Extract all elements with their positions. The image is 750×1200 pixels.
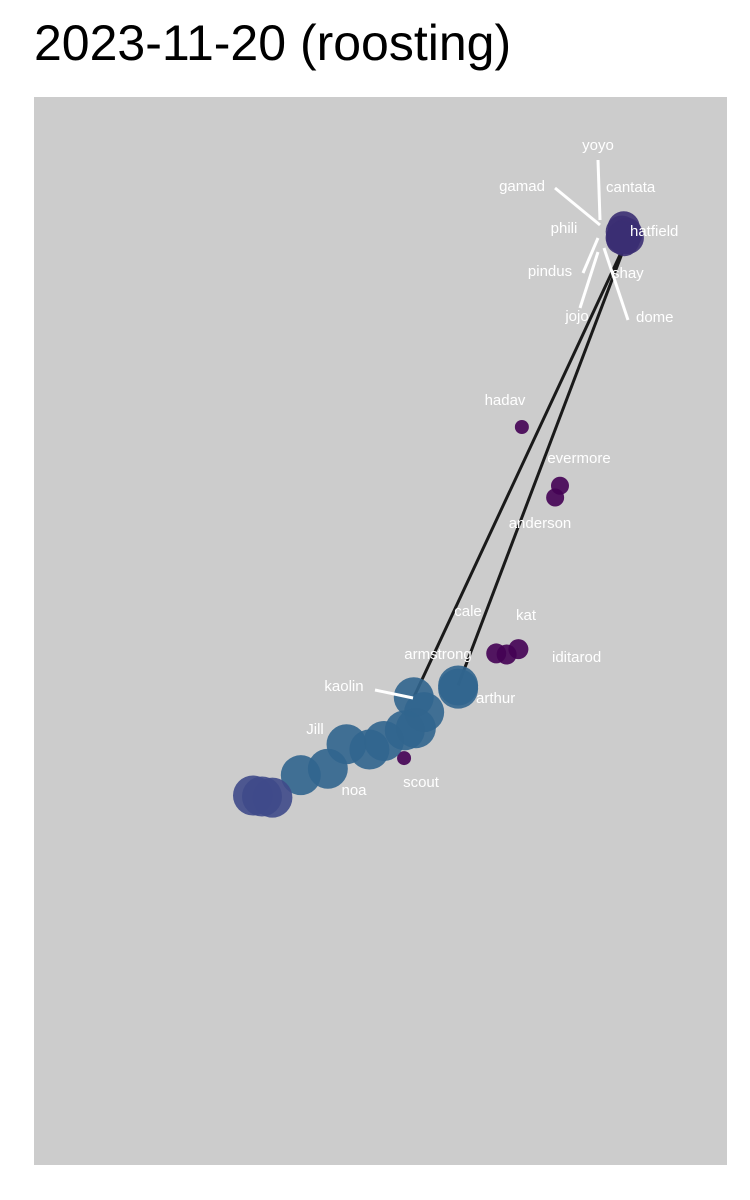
point-label-dome: dome [636, 309, 674, 326]
point-label-cale: cale [454, 603, 482, 620]
point-label-iditarod: iditarod [552, 649, 601, 666]
point-label-hadav: hadav [485, 392, 526, 409]
data-point-scout [397, 751, 412, 766]
leader-line-yoyo [596, 159, 602, 221]
point-label-kaolin: kaolin [324, 678, 363, 695]
leader-line-pindus [581, 237, 600, 274]
point-label-shay: shay [612, 265, 644, 282]
chart-title: 2023-11-20 (roosting) [34, 15, 512, 71]
point-label-pindus: pindus [528, 263, 572, 280]
point-label-cantata: cantata [606, 179, 656, 196]
point-label-evermore: evermore [547, 450, 610, 467]
data-point-iditarod [496, 644, 517, 665]
point-label-hatfield: hatfield [630, 223, 678, 240]
data-point-hadav [514, 420, 529, 435]
point-label-kat: kat [516, 607, 537, 624]
point-label-noa: noa [341, 782, 367, 799]
data-point-unlabeled-29 [241, 776, 282, 817]
data-point-anderson [546, 488, 565, 507]
point-label-jojo: jojo [564, 308, 588, 325]
plot-panel [34, 97, 727, 1165]
leader-line-jojo [578, 251, 600, 309]
leader-line-dome [602, 247, 630, 321]
point-label-scout: scout [403, 774, 440, 791]
data-point-unlabeled-26 [280, 755, 321, 796]
link-layer [412, 237, 630, 698]
point-label-yoyo: yoyo [582, 137, 614, 154]
point-label-armstrong: armstrong [404, 646, 472, 663]
point-label-phili: phili [551, 220, 578, 237]
label-layer: yoyo cantata gamad phili hatfield pindus shay j… [306, 137, 678, 799]
point-label-anderson: anderson [509, 515, 572, 532]
link-line-0 [412, 237, 630, 698]
leader-line-kaolin [374, 688, 414, 700]
data-point-unlabeled-25 [349, 729, 390, 770]
point-label-jill: Jill [306, 721, 324, 738]
leader-line-gamad [554, 186, 601, 227]
point-label-arthur: arthur [476, 690, 515, 707]
link-line-1 [456, 237, 630, 687]
point-layer [232, 211, 644, 818]
data-point-dome [611, 226, 640, 255]
data-point-arthur [438, 665, 479, 706]
point-label-gamad: gamad [499, 178, 545, 195]
